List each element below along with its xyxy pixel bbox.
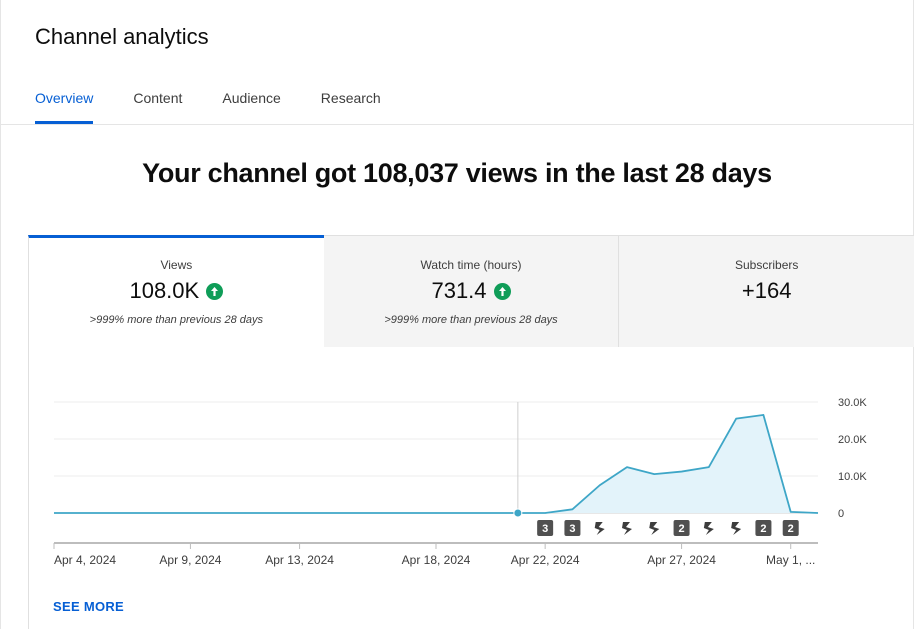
video-count-badge xyxy=(782,520,799,536)
arrow-up-circle-icon xyxy=(493,282,511,300)
summary-headline: Your channel got 108,037 views in the la… xyxy=(142,158,772,188)
views-chart: 30.0K 20.0K 10.0K 0 3 3 2 2 2 Apr 4, 2024 Apr 9, 2… xyxy=(53,397,867,567)
shorts-icon[interactable] xyxy=(703,522,714,535)
shorts-glyph xyxy=(622,522,632,535)
tab-bar: Overview Content Audience Research xyxy=(35,90,421,124)
hover-point xyxy=(513,508,523,518)
shorts-glyph xyxy=(649,522,660,535)
video-count-label: 2 xyxy=(788,523,794,535)
metric-label: Subscribers xyxy=(735,258,799,272)
tab-content[interactable]: Content xyxy=(133,90,183,106)
metric-cards: Views 108.0K >999% more than previous 28… xyxy=(28,235,914,347)
metric-card-views[interactable]: Views 108.0K >999% more than previous 28… xyxy=(28,235,324,347)
tab-divider xyxy=(1,124,913,125)
y-tick-label: 30.0K xyxy=(838,397,867,409)
video-count-badge xyxy=(537,520,554,536)
page-title: Channel analytics xyxy=(35,24,209,49)
x-tick-label: Apr 18, 2024 xyxy=(402,553,471,567)
x-tick-label: Apr 4, 2024 xyxy=(54,553,116,567)
area-fill xyxy=(54,414,818,513)
x-tick-label: Apr 22, 2024 xyxy=(511,553,580,567)
shorts-glyph xyxy=(703,522,714,535)
video-count-badge xyxy=(673,520,690,536)
metric-comparison: >999% more than previous 28 days xyxy=(384,314,558,326)
video-count-badge xyxy=(755,520,772,536)
see-more-link[interactable]: SEE MORE xyxy=(53,599,125,614)
tab-overview[interactable]: Overview xyxy=(35,90,94,124)
shorts-icon[interactable] xyxy=(594,522,605,535)
y-tick-label: 0 xyxy=(838,508,844,520)
video-count-label: 2 xyxy=(760,523,766,535)
arrow-up-circle-icon xyxy=(206,282,224,300)
metric-card-watch-time[interactable]: Watch time (hours) 731.4 >999% more than… xyxy=(323,235,620,347)
metric-value: 108.0K xyxy=(129,278,200,303)
x-tick-label: Apr 9, 2024 xyxy=(159,553,221,567)
video-count-badge xyxy=(564,520,581,536)
y-tick-label: 10.0K xyxy=(838,471,867,483)
shorts-icon[interactable] xyxy=(649,522,660,535)
metric-value: +164 xyxy=(741,278,792,303)
shorts-icon[interactable] xyxy=(731,522,742,535)
x-tick-label: Apr 27, 2024 xyxy=(647,553,716,567)
metric-comparison: >999% more than previous 28 days xyxy=(89,314,264,326)
shorts-glyph xyxy=(731,522,742,535)
tab-research[interactable]: Research xyxy=(320,90,381,106)
shorts-icon[interactable] xyxy=(622,522,632,535)
video-count-label: 2 xyxy=(679,523,685,535)
video-count-label: 3 xyxy=(542,523,548,535)
metric-label: Views xyxy=(160,258,193,272)
chart-panel: 30.0K 20.0K 10.0K 0 3 3 2 2 2 Apr 4, 2024 Apr 9, 2… xyxy=(28,347,914,629)
tab-audience[interactable]: Audience xyxy=(222,90,281,106)
metric-label: Watch time (hours) xyxy=(420,258,522,272)
y-tick-label: 20.0K xyxy=(838,434,867,446)
metric-card-subscribers[interactable]: Subscribers +164 xyxy=(619,235,914,347)
x-tick-label: Apr 13, 2024 xyxy=(265,553,334,567)
video-count-label: 3 xyxy=(569,523,575,535)
shorts-glyph xyxy=(594,522,605,535)
metric-value: 731.4 xyxy=(431,278,487,303)
x-tick-label: May 1, ... xyxy=(766,553,815,567)
